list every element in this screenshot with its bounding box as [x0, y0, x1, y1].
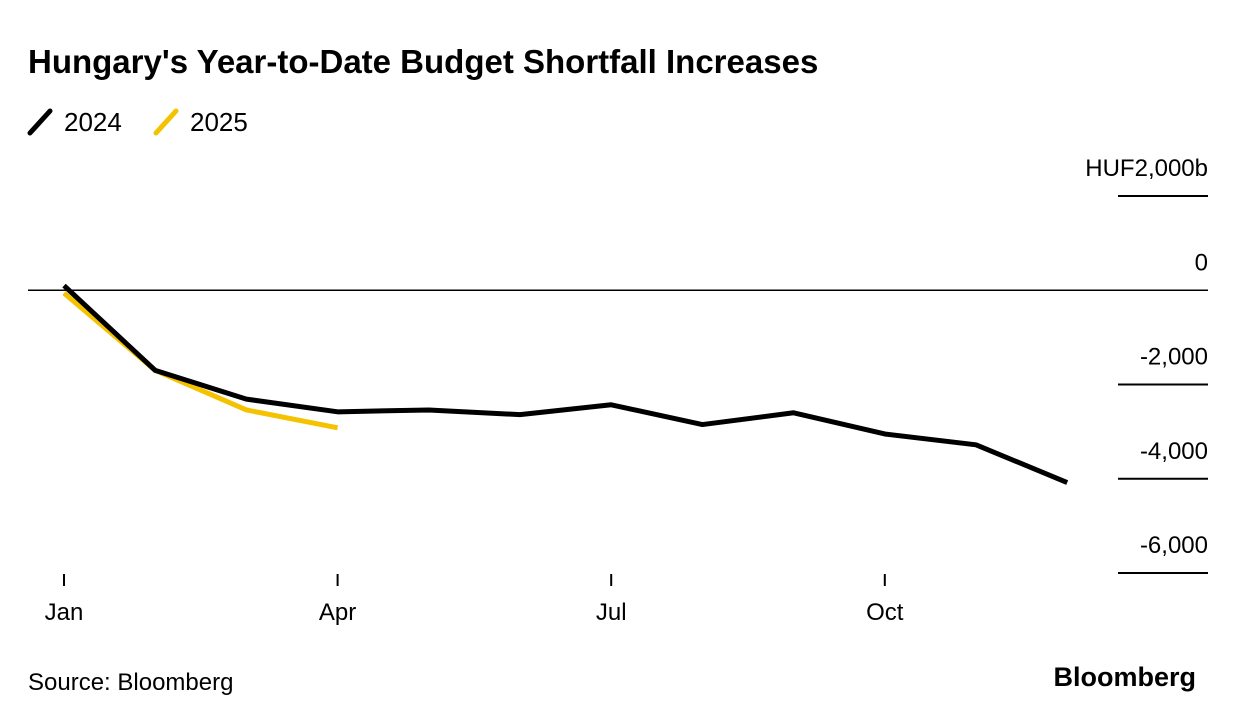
legend-swatch [153, 108, 179, 136]
y-tick-label: -2,000 [1140, 344, 1208, 371]
y-tick-label: HUF2,000b [1085, 155, 1208, 182]
x-tick-label: Jan [45, 599, 84, 626]
line-2025 [62, 291, 339, 431]
source: Source: Bloomberg [28, 669, 233, 696]
legend-label: 2024 [64, 107, 122, 137]
legend-swatch [27, 108, 53, 136]
legend-label: 2025 [190, 107, 248, 137]
line-2024 [62, 283, 1069, 485]
y-tick-label: -6,000 [1140, 532, 1208, 559]
chart-title: Hungary's Year-to-Date Budget Shortfall … [28, 43, 818, 80]
logo: Bloomberg [1053, 662, 1196, 692]
x-tick-label: Apr [319, 599, 356, 626]
y-tick-label: 0 [1195, 249, 1208, 276]
y-tick-label: -4,000 [1140, 438, 1208, 465]
x-tick-label: Oct [866, 599, 904, 626]
x-tick-label: Jul [596, 599, 627, 626]
